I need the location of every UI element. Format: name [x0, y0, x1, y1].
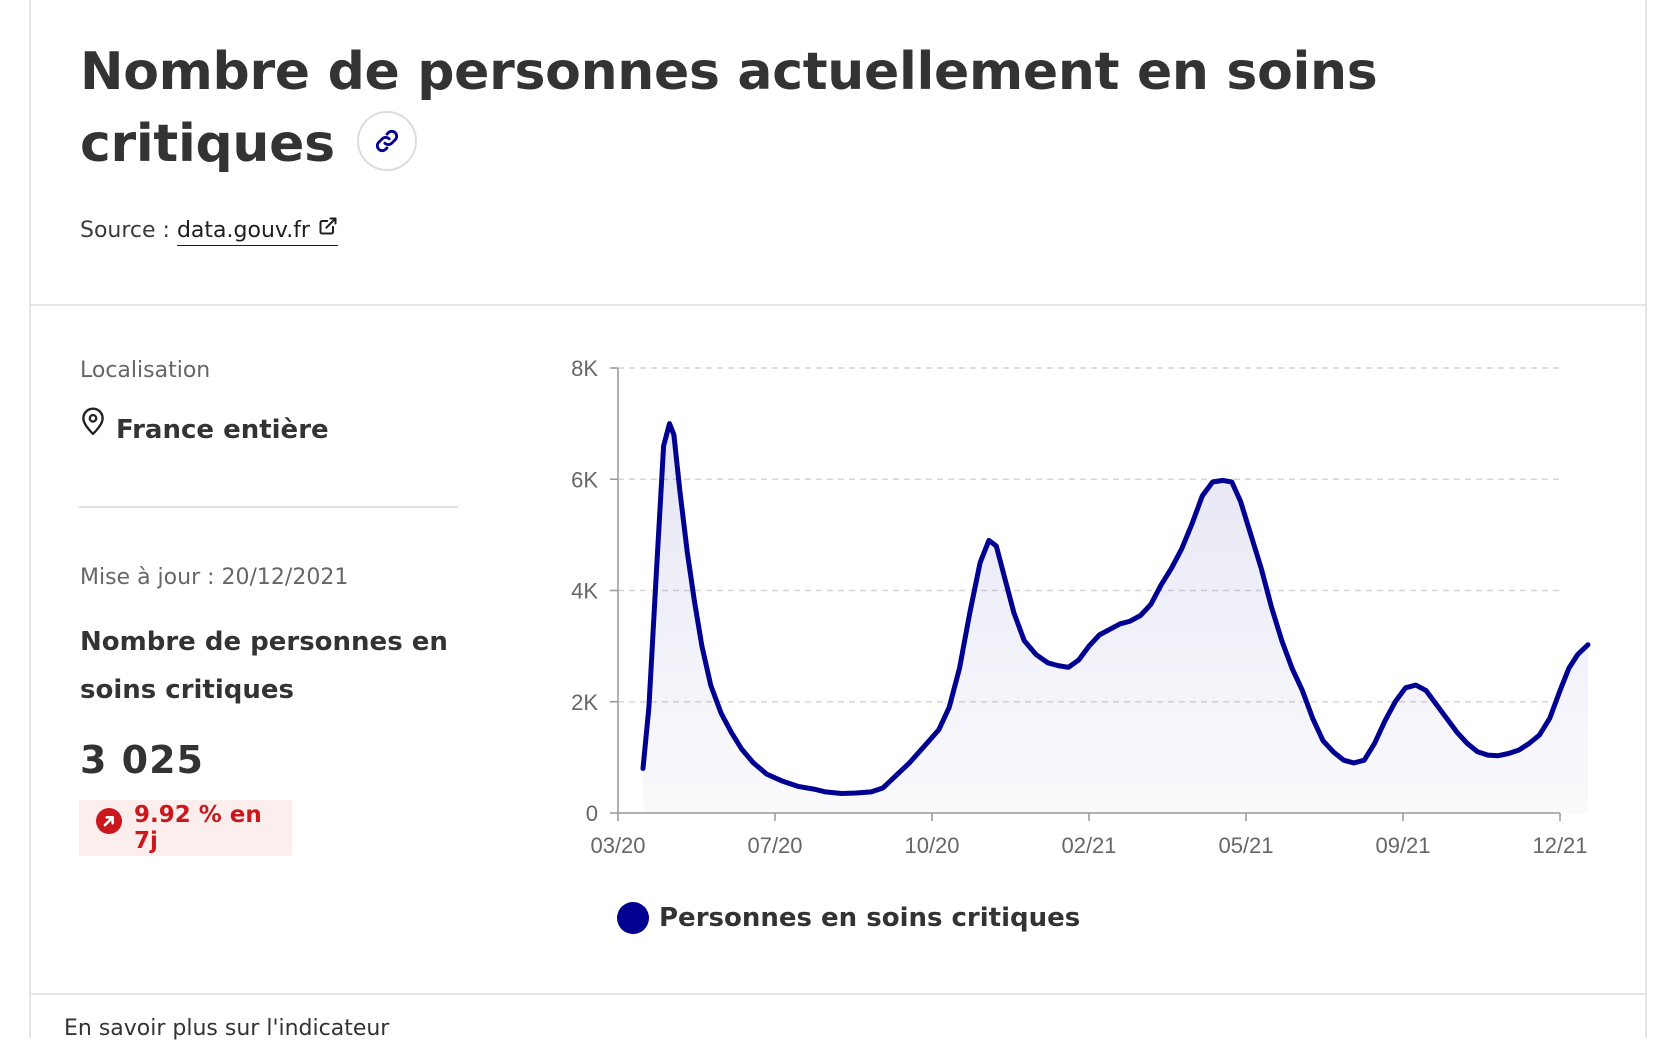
chart-legend: Personnes en soins critiques	[617, 902, 1080, 934]
source-link-text: data.gouv.fr	[176, 218, 310, 243]
evolution-text: 9.92 % en 7j	[134, 802, 262, 854]
indicator-value: 3 025	[80, 738, 204, 782]
x-tick-label: 09/21	[1375, 833, 1430, 858]
permalink-button[interactable]	[356, 111, 417, 171]
x-tick-label: 10/20	[904, 833, 959, 858]
x-tick-label: 07/20	[747, 833, 802, 858]
header-divider	[31, 304, 1645, 306]
series-area	[643, 423, 1588, 813]
sidebar-divider	[79, 506, 458, 508]
legend-swatch	[617, 902, 649, 934]
location-pin-icon	[80, 406, 106, 443]
location-selector[interactable]: France entière	[80, 407, 329, 449]
arrow-up-right-icon	[96, 808, 122, 840]
y-tick-label: 8K	[571, 356, 598, 381]
source-line: Source : data.gouv.fr	[80, 216, 338, 246]
location-label: Localisation	[80, 358, 211, 383]
y-tick-label: 0	[586, 801, 598, 826]
y-tick-label: 4K	[571, 579, 598, 604]
link-icon	[375, 129, 398, 153]
x-tick-label: 03/20	[590, 833, 645, 858]
footer-section-title[interactable]: En savoir plus sur l'indicateur	[64, 1016, 390, 1041]
y-tick-label: 6K	[571, 467, 598, 492]
page-title: Nombre de personnes actuellement en soin…	[80, 36, 1480, 180]
indicator-card	[29, 0, 1647, 1038]
legend-label: Personnes en soins critiques	[659, 903, 1081, 933]
location-value: France entière	[116, 415, 329, 445]
series-line	[640, 421, 1591, 796]
footer-divider	[31, 993, 1645, 995]
chart: 0 2K 4K 6K 8K 03/20 07/20 10/20 02/21 05/21 09/21 1…	[571, 356, 1591, 858]
x-tick-label: 12/21	[1532, 833, 1587, 858]
source-link[interactable]: data.gouv.fr	[176, 216, 338, 246]
x-tick-label: 05/21	[1218, 833, 1273, 858]
x-tick-label: 02/21	[1061, 833, 1116, 858]
title-text: Nombre de personnes actuellement en soin…	[80, 42, 1378, 174]
source-prefix: Source :	[80, 218, 177, 243]
y-tick-label: 2K	[571, 690, 598, 715]
external-link-icon	[318, 216, 338, 242]
evolution-badge: 9.92 % en 7j	[79, 800, 292, 856]
indicator-name: Nombre de personnes en soins critiques	[80, 627, 448, 705]
update-date: Mise à jour : 20/12/2021	[80, 565, 349, 590]
